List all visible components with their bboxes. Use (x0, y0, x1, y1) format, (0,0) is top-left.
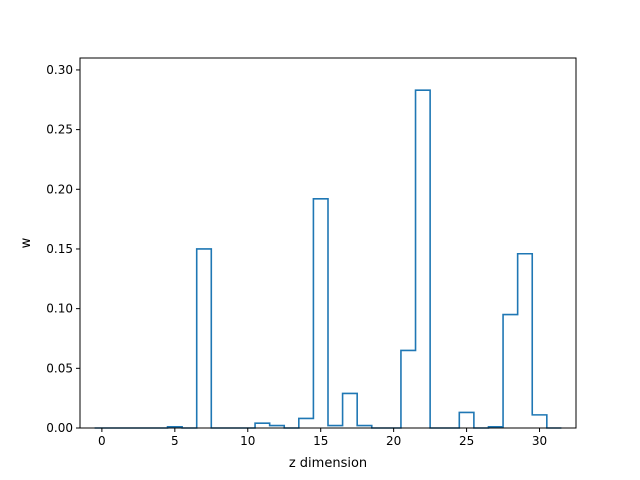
y-axis-label: w (19, 237, 34, 248)
y-tick-label: 0.10 (46, 302, 73, 316)
axes-frame (79, 57, 577, 429)
x-tick-label: 10 (240, 434, 255, 448)
x-tick-label: 5 (171, 434, 179, 448)
y-tick-label: 0.20 (46, 182, 73, 196)
y-tick-label: 0.15 (46, 242, 73, 256)
y-axis-ticks: 0.00 0.05 0.10 0.15 0.20 0.25 0.30 (46, 63, 80, 435)
x-tick-label: 30 (532, 434, 547, 448)
y-tick-label: 0.00 (46, 421, 73, 435)
y-tick-label: 0.25 (46, 123, 73, 137)
plot-area (94, 89, 562, 429)
y-tick-label: 0.30 (46, 63, 73, 77)
x-tick-label: 25 (459, 434, 474, 448)
x-tick-label: 15 (313, 434, 328, 448)
x-axis-label: z dimension (289, 456, 367, 471)
x-tick-label: 20 (386, 434, 401, 448)
histogram-step-outline (94, 89, 562, 429)
x-axis-ticks: 0 5 10 15 20 25 30 (98, 428, 547, 448)
y-tick-label: 0.05 (46, 361, 73, 375)
x-tick-label: 0 (98, 434, 106, 448)
